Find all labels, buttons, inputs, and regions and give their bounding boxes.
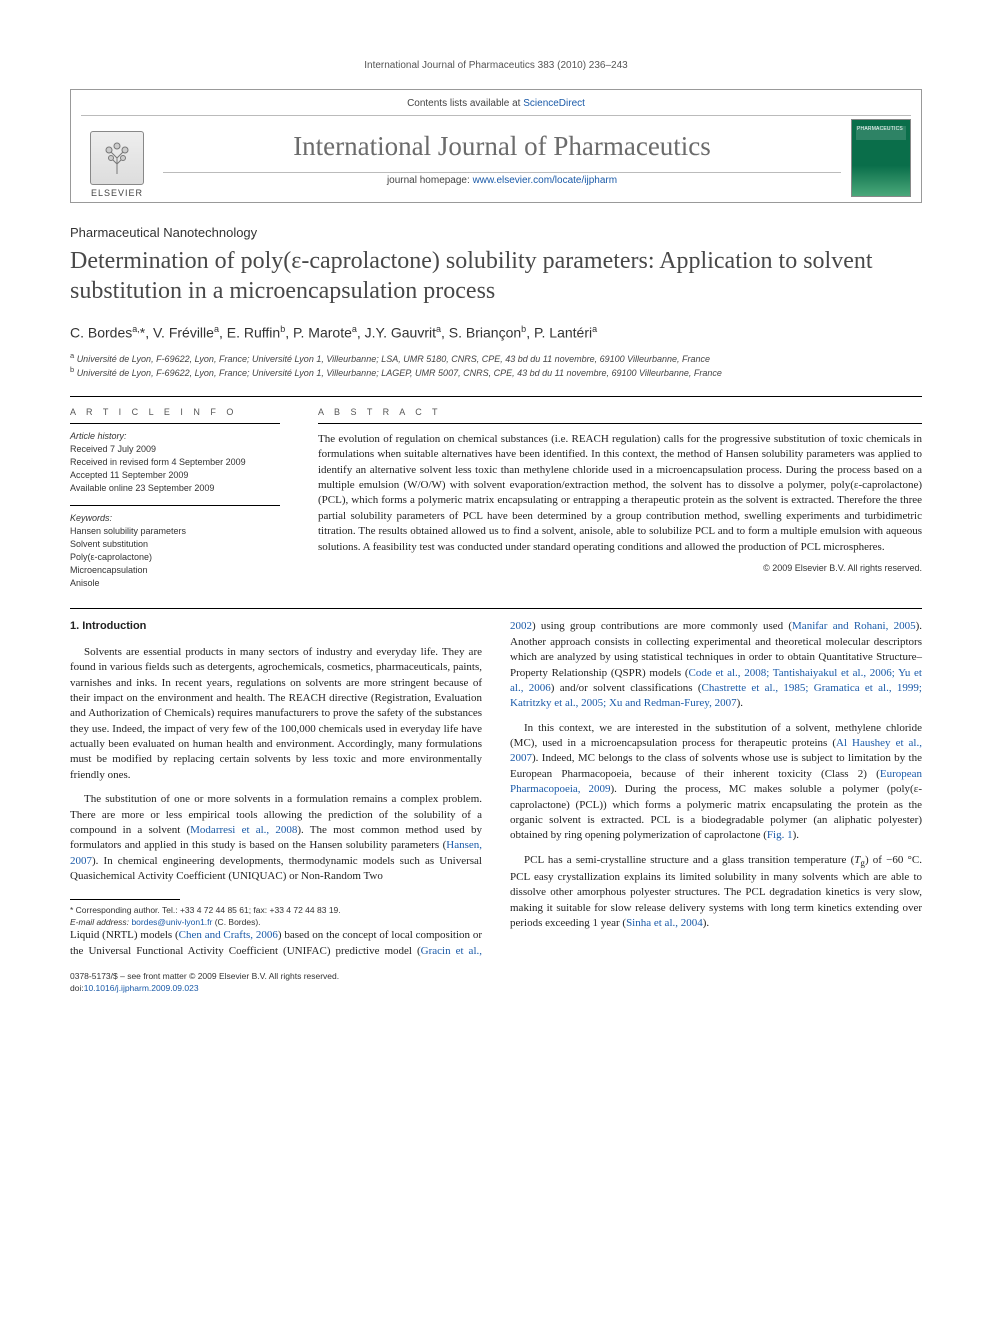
keyword-1: Solvent substitution xyxy=(70,539,148,549)
corresponding-author: * Corresponding author. Tel.: +33 4 72 4… xyxy=(70,905,482,917)
p5-post: ). xyxy=(703,917,709,929)
email-post: (C. Bordes). xyxy=(212,917,260,927)
email-label: E-mail address: xyxy=(70,917,129,927)
article-info-heading: A R T I C L E I N F O xyxy=(70,407,280,417)
divider-rule-2 xyxy=(70,608,922,609)
history-online: Available online 23 September 2009 xyxy=(70,483,214,493)
history-label: Article history: xyxy=(70,431,127,441)
elsevier-tree-icon xyxy=(90,131,144,185)
intro-p4: In this context, we are interested in th… xyxy=(510,721,922,844)
p3-mid2: ) using group contributions are more com… xyxy=(532,620,792,632)
ref-chen-crafts[interactable]: Chen and Crafts, 2006 xyxy=(179,929,278,941)
p4-mid1: ). Indeed, MC belongs to the class of so… xyxy=(510,752,922,779)
corresponding-email-line: E-mail address: bordes@univ-lyon1.fr (C.… xyxy=(70,917,482,929)
history-revised: Received in revised form 4 September 200… xyxy=(70,457,246,467)
keyword-3: Microencapsulation xyxy=(70,565,148,575)
elsevier-wordmark: ELSEVIER xyxy=(91,188,143,198)
masthead-divider xyxy=(81,115,911,116)
affiliation-a-text: Université de Lyon, F-69622, Lyon, Franc… xyxy=(77,354,710,364)
doi-link[interactable]: 10.1016/j.ijpharm.2009.09.023 xyxy=(84,983,199,993)
p3-post: ). xyxy=(737,697,743,709)
affiliation-a: a Université de Lyon, F-69622, Lyon, Fra… xyxy=(70,351,922,366)
sciencedirect-link[interactable]: ScienceDirect xyxy=(523,98,585,109)
history-accepted: Accepted 11 September 2009 xyxy=(70,470,188,480)
article-info-column: A R T I C L E I N F O Article history: R… xyxy=(70,407,280,591)
contents-available-line: Contents lists available at ScienceDirec… xyxy=(71,90,921,115)
abstract-copyright: © 2009 Elsevier B.V. All rights reserved… xyxy=(318,563,922,573)
contents-pre: Contents lists available at xyxy=(407,98,523,109)
journal-title: International Journal of Pharmaceutics xyxy=(153,131,851,162)
page-footer: 0378-5173/$ – see front matter © 2009 El… xyxy=(70,971,922,995)
ref-modarresi[interactable]: Modarresi et al., 2008 xyxy=(190,824,297,836)
ref-sinha[interactable]: Sinha et al., 2004 xyxy=(626,917,703,929)
homepage-pre: journal homepage: xyxy=(387,175,473,186)
intro-p2: The substitution of one or more solvents… xyxy=(70,792,482,884)
keywords-label: Keywords: xyxy=(70,512,280,525)
masthead-divider-2 xyxy=(163,172,841,173)
author-list: C. Bordesa,*, V. Frévillea, E. Ruffinb, … xyxy=(70,324,922,341)
section-heading-intro: 1. Introduction xyxy=(70,619,482,634)
journal-masthead: Contents lists available at ScienceDirec… xyxy=(70,89,922,203)
ref-fig1[interactable]: Fig. 1 xyxy=(767,829,793,841)
doi-pre: doi: xyxy=(70,983,84,993)
p4-post: ). xyxy=(793,829,799,841)
issn-line: 0378-5173/$ – see front matter © 2009 El… xyxy=(70,971,339,981)
ref-manifar[interactable]: Manifar and Rohani, 2005 xyxy=(792,620,916,632)
p5-pre: PCL has a semi-crystalline structure and… xyxy=(524,854,854,866)
intro-p1: Solvents are essential products in many … xyxy=(70,645,482,784)
journal-homepage-link[interactable]: www.elsevier.com/locate/ijpharm xyxy=(473,175,618,186)
p3-mid4: ) and/or solvent classifications ( xyxy=(551,682,702,694)
body-two-columns: 1. Introduction Solvents are essential p… xyxy=(70,619,922,959)
keywords-block: Keywords: Hansen solubility parameters S… xyxy=(70,512,280,590)
keyword-0: Hansen solubility parameters xyxy=(70,526,186,536)
affiliation-b: b Université de Lyon, F-69622, Lyon, Fra… xyxy=(70,365,922,380)
article-title: Determination of poly(ε-caprolactone) so… xyxy=(70,246,922,306)
affiliation-b-text: Université de Lyon, F-69622, Lyon, Franc… xyxy=(77,368,722,378)
article-section-tag: Pharmaceutical Nanotechnology xyxy=(70,225,922,240)
divider-rule xyxy=(70,396,922,397)
article-history: Article history: Received 7 July 2009 Re… xyxy=(70,430,280,495)
abstract-text: The evolution of regulation on chemical … xyxy=(318,432,922,555)
footnote-divider xyxy=(70,899,180,900)
affiliations: a Université de Lyon, F-69622, Lyon, Fra… xyxy=(70,351,922,380)
running-header: International Journal of Pharmaceutics 3… xyxy=(70,60,922,71)
journal-homepage-line: journal homepage: www.elsevier.com/locat… xyxy=(153,175,851,186)
elsevier-logo: ELSEVIER xyxy=(81,118,153,198)
corresponding-email-link[interactable]: bordes@univ-lyon1.fr xyxy=(131,917,212,927)
cover-label: PHARMACEUTICS xyxy=(857,126,903,132)
abstract-heading: A B S T R A C T xyxy=(318,407,922,417)
abstract-column: A B S T R A C T The evolution of regulat… xyxy=(318,407,922,591)
footnotes: * Corresponding author. Tel.: +33 4 72 4… xyxy=(70,905,482,929)
p3-pre: Liquid (NRTL) models ( xyxy=(70,929,179,941)
intro-p5: PCL has a semi-crystalline structure and… xyxy=(510,853,922,932)
history-received: Received 7 July 2009 xyxy=(70,444,156,454)
journal-cover-thumbnail: PHARMACEUTICS xyxy=(851,119,911,197)
p2-post: ). In chemical engineering developments,… xyxy=(70,855,482,882)
keyword-2: Poly(ε-caprolactone) xyxy=(70,552,152,562)
keyword-4: Anisole xyxy=(70,578,100,588)
